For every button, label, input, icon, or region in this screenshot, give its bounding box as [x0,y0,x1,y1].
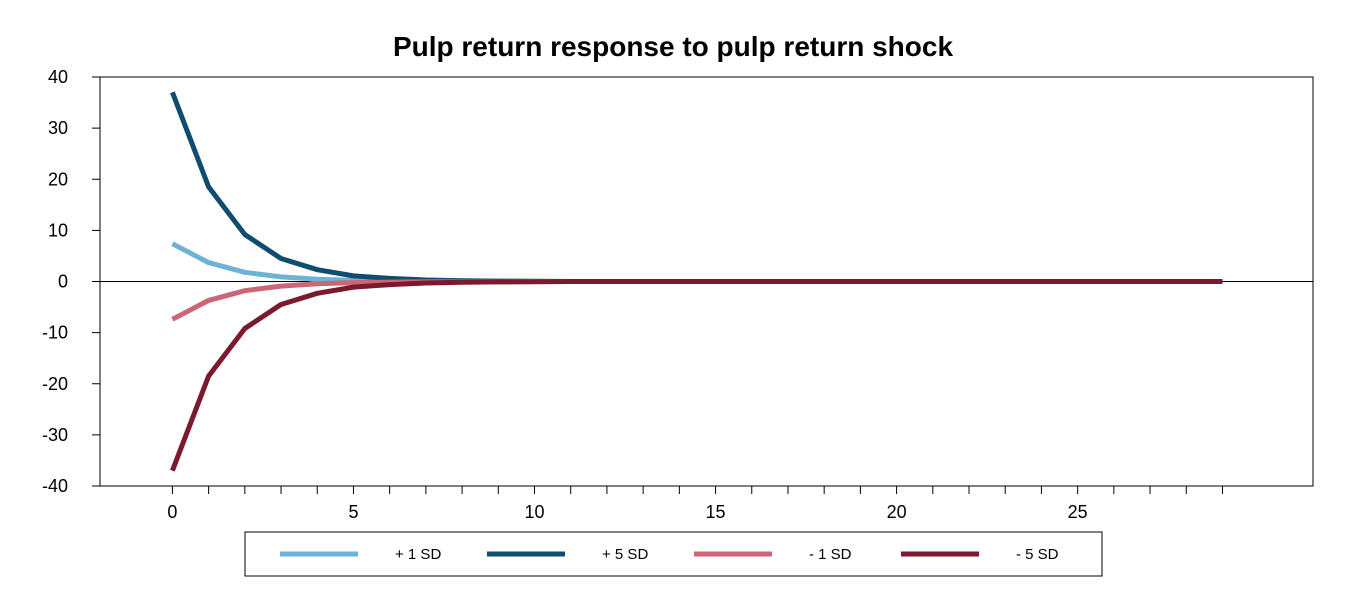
x-tick-label: 5 [348,502,358,522]
y-axis: 40 30 20 10 0 -10 -20 -30 -40 [42,67,100,496]
series-group [170,91,1223,472]
y-tick-label: -20 [42,374,68,394]
x-tick-label: 10 [524,502,544,522]
series-line [171,241,1223,284]
legend: + 1 SD + 5 SD - 1 SD - 5 SD [244,531,1103,577]
y-tick-label: -40 [42,476,68,496]
series-line [171,279,1223,322]
y-tick-label: -30 [42,425,68,445]
legend-label: - 1 SD [809,546,852,563]
legend-label: + 5 SD [602,546,648,563]
x-tick-label: 15 [706,502,726,522]
x-axis: 0 5 10 15 20 25 [167,486,1223,522]
y-tick-label: 40 [48,67,68,87]
series-line [170,91,1223,284]
y-tick-label: -10 [42,323,68,343]
y-tick-label: 30 [48,118,68,138]
y-tick-label: 20 [48,169,68,189]
y-tick-label: 0 [58,272,68,292]
x-tick-label: 20 [887,502,907,522]
chart-title: Pulp return response to pulp return shoc… [393,31,953,62]
y-tick-label: 10 [48,220,68,240]
legend-label: - 5 SD [1016,546,1059,563]
series-line [170,279,1223,472]
x-tick-label: 0 [167,502,177,522]
x-tick-label: 25 [1068,502,1088,522]
legend-label: + 1 SD [395,546,441,563]
